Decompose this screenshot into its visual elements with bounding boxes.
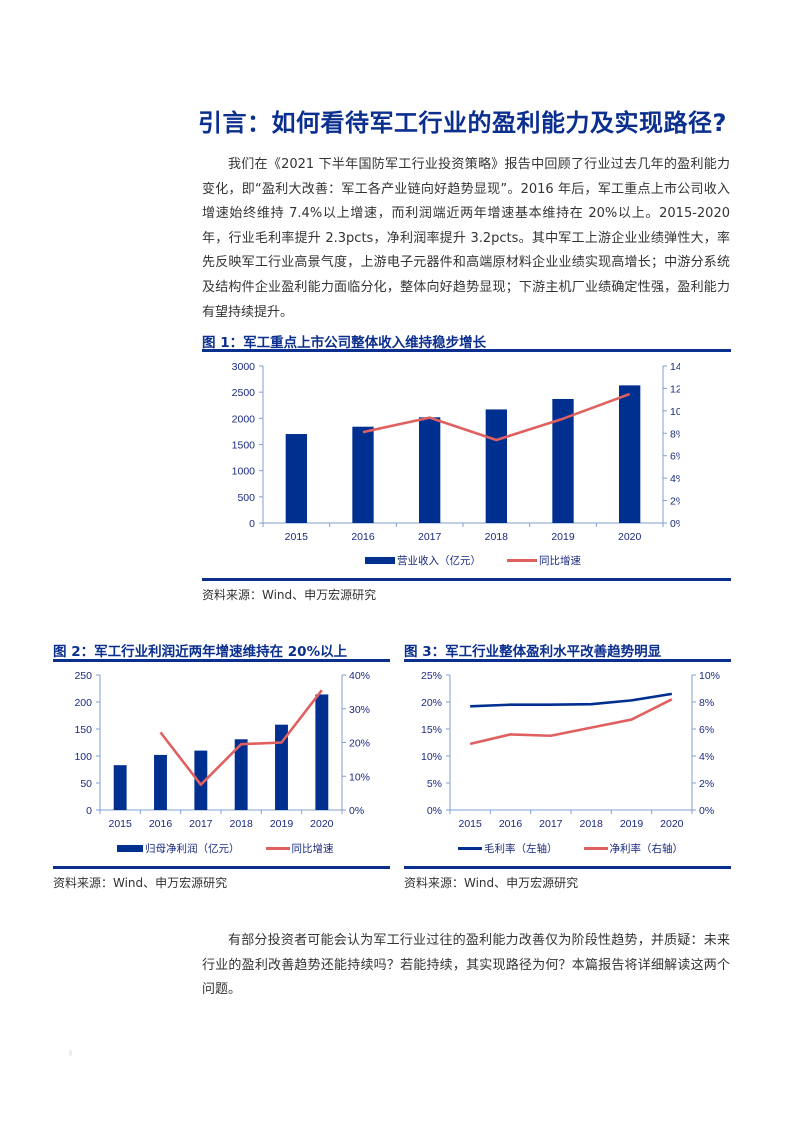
line-swatch-icon [507, 559, 537, 562]
svg-text:2017: 2017 [539, 818, 563, 830]
svg-text:6%: 6% [699, 724, 714, 736]
svg-text:20%: 20% [421, 697, 442, 709]
figure-1-source: 资料来源：Wind、申万宏源研究 [202, 588, 377, 602]
svg-text:10%: 10% [670, 406, 680, 418]
svg-text:10%: 10% [421, 751, 442, 763]
legend-item-growth: 同比增速 [507, 553, 581, 568]
svg-text:2020: 2020 [310, 818, 334, 830]
figure-3-chart: 0% 5% 10% 15% 20% 25% 0% 2% 4% 6% 8% 10% 2015 2016 201… [421, 670, 720, 830]
svg-text:2020: 2020 [660, 818, 684, 830]
legend-item-net-profit: 归母净利润（亿元） [117, 841, 240, 856]
figure-3-top-rule [404, 659, 731, 662]
svg-text:4%: 4% [699, 751, 714, 763]
svg-text:8%: 8% [670, 428, 680, 440]
svg-text:2019: 2019 [270, 818, 294, 830]
legend-item-gross-margin: 毛利率（左轴） [458, 841, 558, 856]
legend-label: 归母净利润（亿元） [145, 843, 240, 855]
intro-paragraph: 我们在《2021 下半年国防军工行业投资策略》报告中回顾了行业过去几年的盈利能力… [202, 153, 730, 325]
svg-text:500: 500 [237, 492, 255, 504]
figure-2-source: 资料来源：Wind、申万宏源研究 [53, 876, 228, 890]
svg-text:6%: 6% [670, 451, 680, 463]
legend-label: 毛利率（左轴） [484, 843, 558, 855]
svg-text:50: 50 [80, 778, 92, 790]
svg-text:10%: 10% [349, 771, 370, 783]
figure-2-legend: 归母净利润（亿元） 同比增速 [117, 841, 354, 856]
svg-text:100: 100 [74, 751, 92, 763]
legend-label: 营业收入（亿元） [397, 555, 481, 567]
svg-text:2019: 2019 [551, 531, 575, 543]
svg-text:2%: 2% [670, 496, 680, 508]
figure-1-legend: 营业收入（亿元） 同比增速 [365, 553, 601, 568]
figure-1-chart: 0 500 1000 1500 2000 2500 3000 0% 2% 4% 6% 8% 10% 12%… [232, 361, 680, 543]
figure-1-title: 图 1：军工重点上市公司整体收入维持稳步增长 [202, 335, 487, 351]
svg-text:15%: 15% [421, 724, 442, 736]
svg-text:0%: 0% [349, 805, 364, 817]
page-title: 引言：如何看待军工行业的盈利能力及实现路径? [198, 109, 727, 137]
svg-text:3000: 3000 [232, 361, 256, 373]
svg-text:40%: 40% [349, 670, 370, 682]
svg-text:2018: 2018 [485, 531, 509, 543]
svg-text:2019: 2019 [620, 818, 644, 830]
svg-text:2017: 2017 [418, 531, 442, 543]
svg-text:0: 0 [86, 805, 92, 817]
svg-text:2016: 2016 [149, 818, 173, 830]
svg-text:2016: 2016 [499, 818, 523, 830]
svg-text:200: 200 [74, 697, 92, 709]
figure-3-source: 资料来源：Wind、申万宏源研究 [404, 876, 579, 890]
svg-text:2017: 2017 [189, 818, 213, 830]
svg-text:1000: 1000 [232, 466, 256, 478]
legend-item-net-margin: 净利率（右轴） [583, 841, 684, 856]
svg-text:14%: 14% [670, 361, 680, 373]
figure-2-bottom-rule [53, 866, 390, 869]
svg-text:2018: 2018 [229, 818, 253, 830]
figure-2-title: 图 2：军工行业利润近两年增速维持在 20%以上 [53, 644, 348, 660]
svg-text:2015: 2015 [285, 531, 309, 543]
svg-text:250: 250 [74, 670, 92, 682]
svg-text:2016: 2016 [351, 531, 375, 543]
figure-3-title: 图 3：军工行业整体盈利水平改善趋势明显 [404, 644, 662, 660]
svg-text:5%: 5% [427, 778, 442, 790]
svg-text:20%: 20% [349, 738, 370, 750]
svg-text:2%: 2% [699, 778, 714, 790]
svg-text:0: 0 [249, 518, 255, 530]
figure-3-legend: 毛利率（左轴） 净利率（右轴） [458, 841, 703, 856]
figure-2-chart: 0 50 100 150 200 250 0% 10% 20% 30% 40% 2015 2016 201… [74, 670, 370, 830]
figure-1-bottom-rule [202, 578, 731, 581]
bar-swatch-icon [365, 557, 395, 564]
svg-text:2500: 2500 [232, 387, 256, 399]
svg-text:30%: 30% [349, 704, 370, 716]
svg-text:10%: 10% [699, 670, 720, 682]
bar-swatch-icon [117, 845, 143, 852]
svg-text:0%: 0% [670, 518, 680, 530]
closing-paragraph: 有部分投资者可能会认为军工行业过往的盈利能力改善仅为阶段性趋势，并质疑：未来行业… [202, 929, 730, 1003]
svg-text:25%: 25% [421, 670, 442, 682]
page-marker [69, 1050, 72, 1056]
svg-text:4%: 4% [670, 473, 680, 485]
legend-item-revenue: 营业收入（亿元） [365, 553, 481, 568]
figure-3-bottom-rule [404, 866, 731, 869]
legend-label: 净利率（右轴） [609, 843, 684, 855]
svg-text:2000: 2000 [232, 413, 256, 425]
svg-text:0%: 0% [699, 805, 714, 817]
legend-label: 同比增速 [291, 843, 334, 855]
line-swatch-icon [583, 847, 608, 850]
intro-text: 我们在《2021 下半年国防军工行业投资策略》报告中回顾了行业过去几年的盈利能力… [202, 157, 730, 320]
svg-text:0%: 0% [427, 805, 442, 817]
figure-1-top-rule [202, 349, 731, 352]
svg-text:2015: 2015 [108, 818, 132, 830]
line-swatch-icon [265, 847, 290, 850]
line-swatch-icon [458, 847, 482, 850]
svg-text:1500: 1500 [232, 440, 256, 452]
svg-text:2018: 2018 [579, 818, 603, 830]
closing-text: 有部分投资者可能会认为军工行业过往的盈利能力改善仅为阶段性趋势，并质疑：未来行业… [202, 933, 730, 998]
svg-text:12%: 12% [670, 383, 680, 395]
legend-label: 同比增速 [539, 555, 581, 567]
svg-text:150: 150 [74, 724, 92, 736]
figure-2-top-rule [53, 659, 390, 662]
svg-text:8%: 8% [699, 697, 714, 709]
legend-item-growth: 同比增速 [265, 841, 334, 856]
svg-text:2020: 2020 [618, 531, 642, 543]
svg-text:2015: 2015 [458, 818, 482, 830]
